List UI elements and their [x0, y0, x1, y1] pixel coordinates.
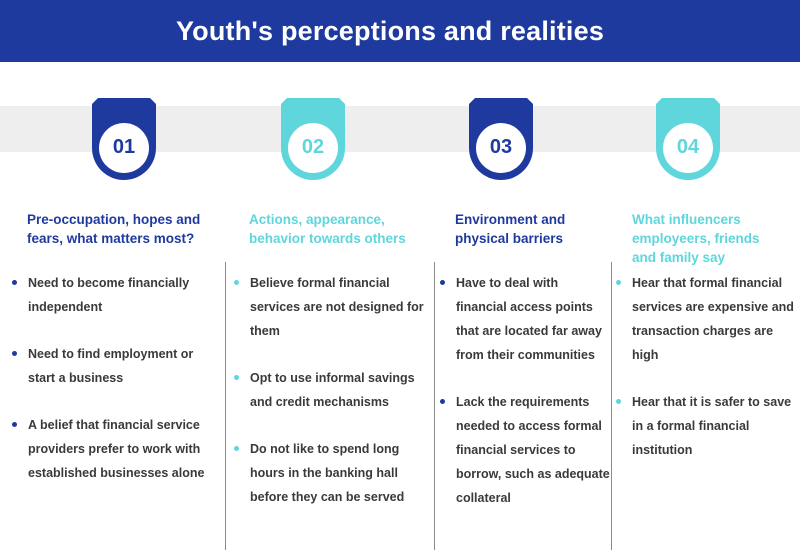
column-heading-04: What influencers employeers, friends and…: [632, 212, 760, 265]
column-heading-02: Actions, appearance, behavior towards ot…: [249, 212, 406, 246]
badge-number: 04: [676, 136, 700, 158]
column-heading-03: Environment and physical barriers: [455, 212, 566, 246]
list-item: Lack the requirements needed to access f…: [438, 390, 610, 510]
list-item: Do not like to spend long hours in the b…: [232, 437, 428, 509]
page-title: Youth's perceptions and realities: [175, 15, 605, 46]
divider-2: [434, 262, 435, 550]
list-item: Have to deal with financial access point…: [438, 271, 610, 367]
column-list-02: Believe formal financial services are no…: [232, 271, 428, 532]
badge-number: 03: [489, 136, 513, 158]
badge-02: 02: [277, 98, 349, 188]
column-heading-01: Pre-occupation, hopes and fears, what ma…: [27, 212, 201, 246]
list-item: Hear that formal financial services are …: [614, 271, 794, 367]
badge-01: 01: [88, 98, 160, 188]
badge-number: 01: [112, 136, 136, 158]
column-list-03: Have to deal with financial access point…: [438, 271, 610, 533]
list-item: Believe formal financial services are no…: [232, 271, 428, 343]
badge-03: 03: [465, 98, 537, 188]
list-item: Hear that it is safer to save in a forma…: [614, 390, 794, 462]
column-list-04: Hear that formal financial services are …: [614, 271, 794, 485]
badge-number: 02: [301, 136, 325, 158]
list-item: A belief that financial service provider…: [10, 413, 215, 485]
badge-04: 04: [652, 98, 724, 188]
column-list-01: Need to become financially independent N…: [10, 271, 215, 508]
list-item: Need to become financially independent: [10, 271, 215, 319]
list-item: Need to find employment or start a busin…: [10, 342, 215, 390]
title-bar: Youth's perceptions and realities: [0, 0, 800, 62]
divider-3: [611, 262, 612, 550]
divider-1: [225, 262, 226, 550]
list-item: Opt to use informal savings and credit m…: [232, 366, 428, 414]
